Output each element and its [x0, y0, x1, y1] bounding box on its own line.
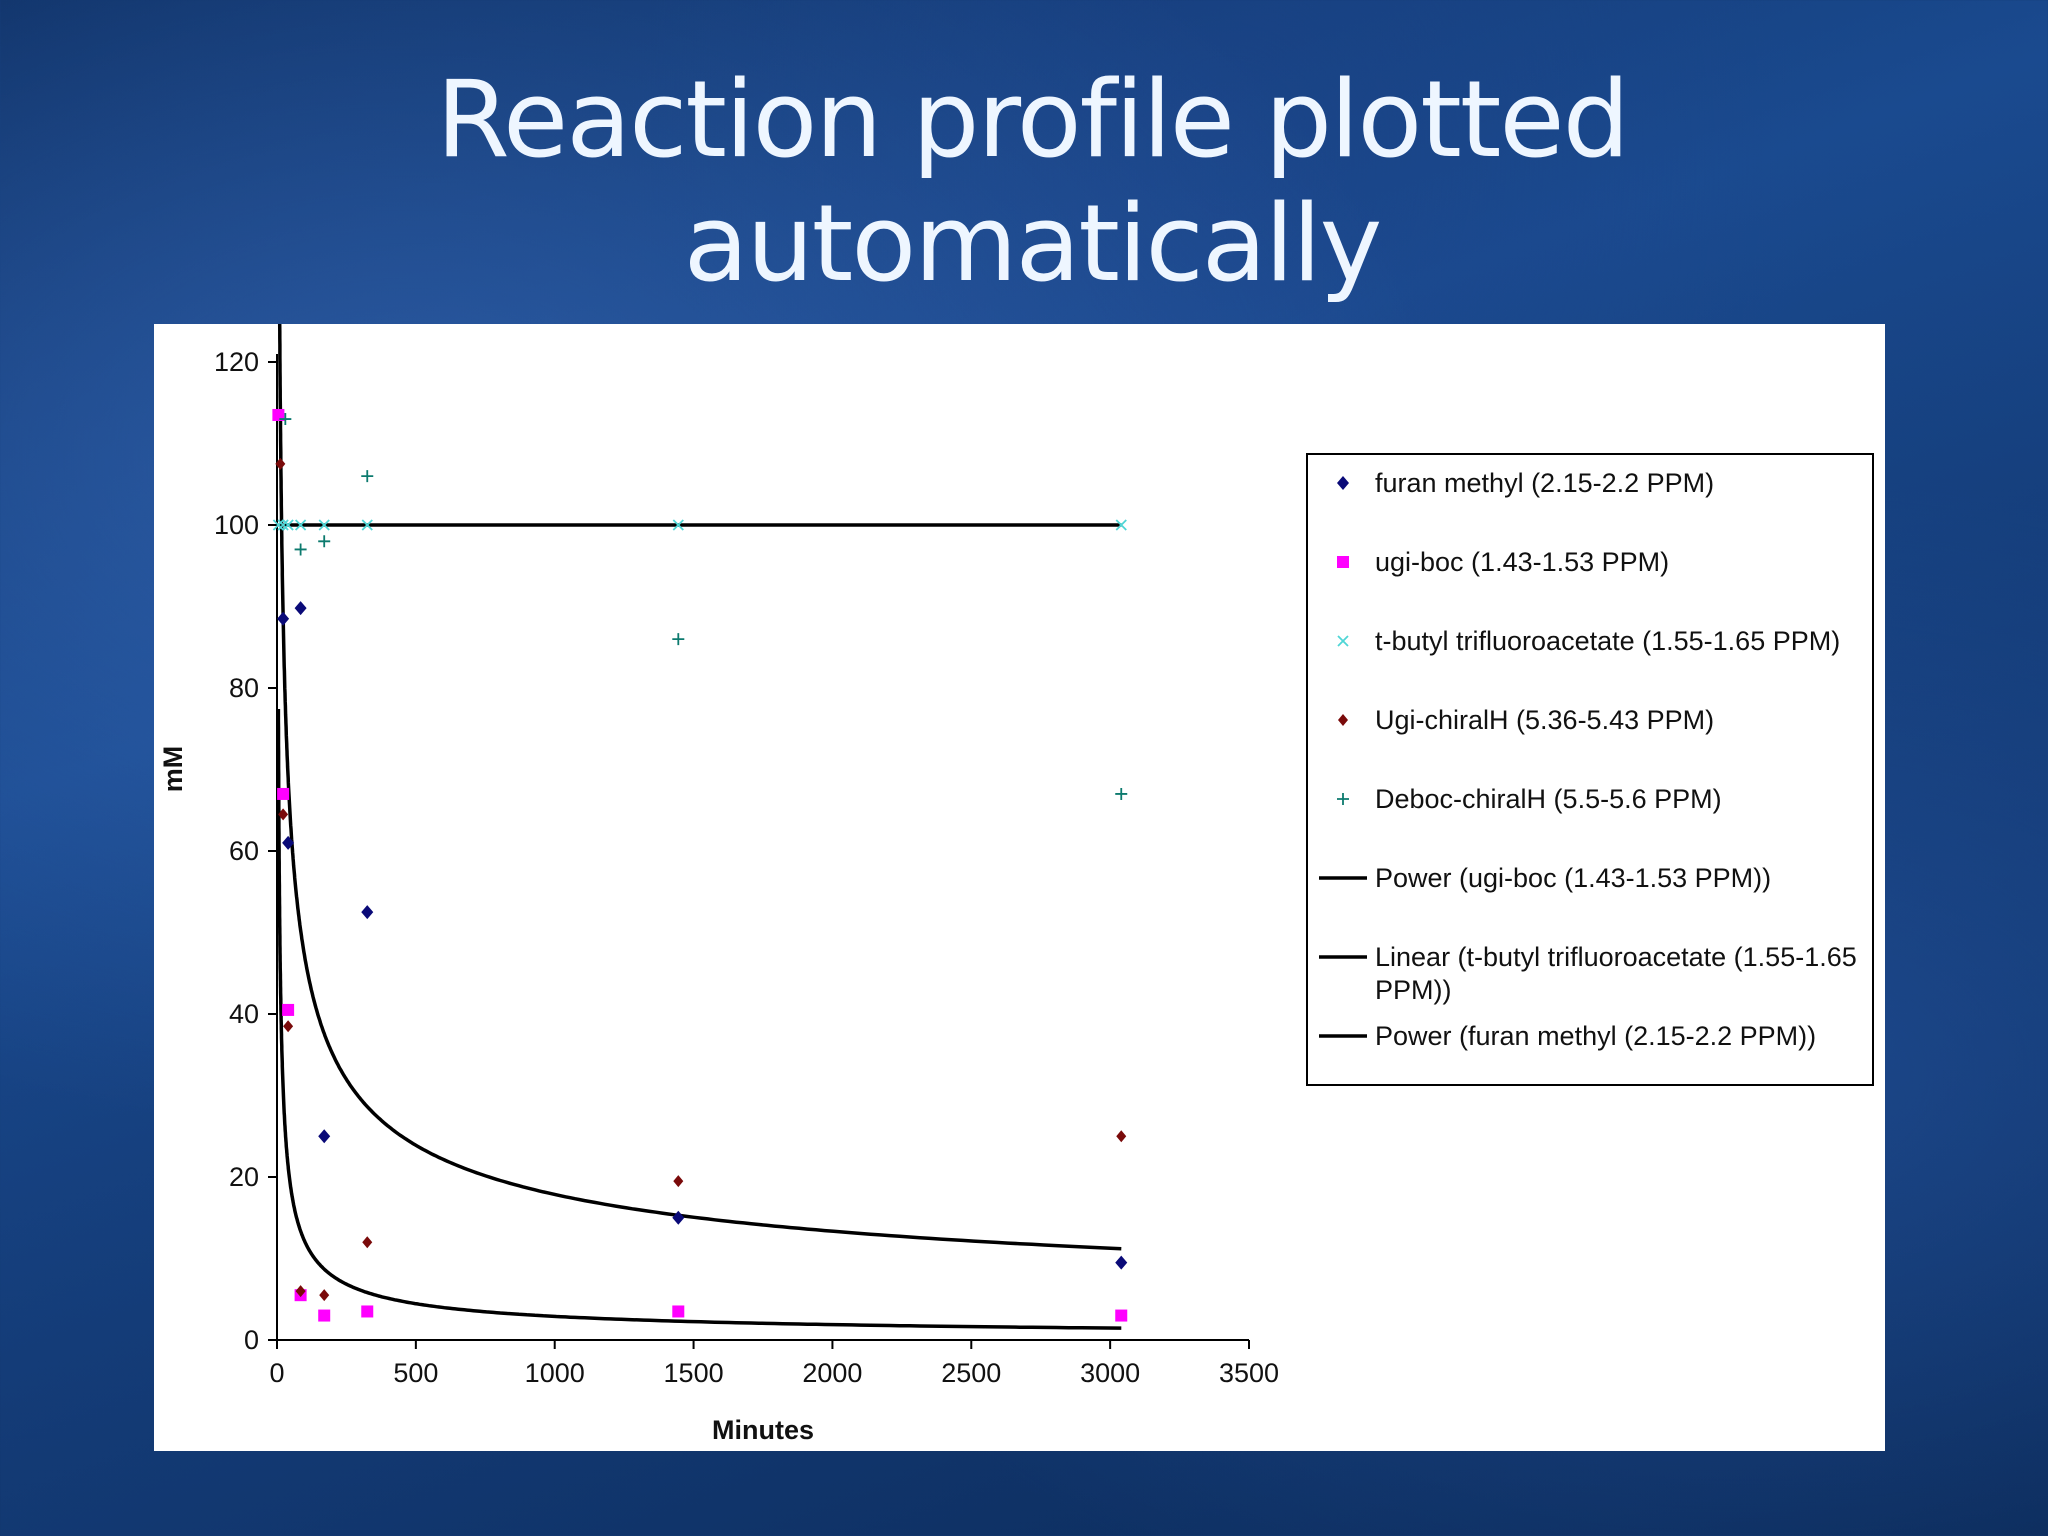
chart-trendlines: [276, 303, 1122, 1330]
x-tick-label: 500: [393, 1358, 438, 1388]
data-point: [272, 408, 285, 421]
x-tick-label: 0: [269, 1358, 284, 1388]
data-point: [1115, 519, 1127, 531]
y-tick-label: 120: [214, 347, 259, 377]
y-tick-label: 100: [214, 510, 259, 540]
data-point: [294, 519, 307, 531]
slide-title-line-2: automatically: [683, 182, 1383, 305]
data-point: [295, 1285, 306, 1298]
data-point: [282, 1003, 295, 1016]
data-point: [275, 457, 286, 470]
legend-label-cont: PPM)): [1375, 975, 1452, 1005]
chart-panel: 0 500 1000 1500 2000 2500 3000 3500 0 20 40 60 80 100…: [154, 303, 1885, 1451]
data-point: [294, 601, 307, 616]
legend-label: Ugi-chiralH (5.36-5.43 PPM): [1375, 705, 1714, 735]
data-point: [672, 633, 685, 646]
legend-label: Power (furan methyl (2.15-2.2 PPM)): [1375, 1021, 1816, 1051]
legend-label: furan methyl (2.15-2.2 PPM): [1375, 468, 1714, 498]
data-point: [672, 1305, 685, 1318]
legend-label: Deboc-chiralH (5.5-5.6 PPM): [1375, 784, 1722, 814]
y-tick-label: 20: [229, 1162, 259, 1192]
legend-label: ugi-boc (1.43-1.53 PPM): [1375, 547, 1669, 577]
reaction-profile-chart: 0 500 1000 1500 2000 2500 3000 3500 0 20 40 60 80 100…: [158, 303, 1874, 1445]
chart-points: [272, 408, 1128, 1322]
y-tick-label: 80: [229, 673, 259, 703]
y-tick-label: 0: [244, 1325, 259, 1355]
trendline: [276, 709, 1122, 1330]
chart-legend: furan methyl (2.15-2.2 PPM) ugi-boc (1.43…: [1306, 453, 1874, 1086]
legend-label: Power (ugi-boc (1.43-1.53 PPM)): [1375, 863, 1771, 893]
x-tick-label: 3000: [1080, 1358, 1140, 1388]
data-point: [282, 835, 295, 850]
legend-marker: [1337, 635, 1349, 647]
x-tick-label: 1000: [525, 1358, 585, 1388]
legend-marker: [1337, 556, 1349, 568]
data-point: [362, 1236, 373, 1249]
legend-label: t-butyl trifluoroacetate (1.55-1.65 PPM): [1375, 626, 1840, 656]
data-point: [361, 1305, 374, 1318]
data-point: [272, 519, 285, 531]
data-point: [277, 519, 289, 531]
data-point: [361, 470, 374, 483]
data-point: [1115, 1309, 1128, 1322]
data-point: [278, 808, 289, 821]
y-tick-label: 60: [229, 836, 259, 866]
slide-title: Reaction profile plotted automatically: [0, 58, 2048, 306]
data-point: [318, 535, 331, 548]
data-point: [318, 519, 330, 531]
legend-marker: [1338, 714, 1348, 726]
y-tick-label: 40: [229, 999, 259, 1029]
x-tick-label: 1500: [664, 1358, 724, 1388]
data-point: [318, 1309, 331, 1322]
data-point: [672, 1210, 685, 1225]
x-tick-label: 2500: [941, 1358, 1001, 1388]
data-point: [361, 519, 373, 531]
chart-axes: 0 500 1000 1500 2000 2500 3000 3500 0 20 40 60 80 100…: [214, 347, 1279, 1388]
data-point: [279, 413, 292, 426]
data-point: [277, 611, 290, 626]
x-tick-label: 2000: [802, 1358, 862, 1388]
trendline: [277, 303, 1122, 1251]
x-tick-label: 3500: [1219, 1358, 1279, 1388]
data-point: [318, 1129, 331, 1144]
data-point: [673, 1175, 684, 1188]
data-point: [361, 905, 374, 920]
legend-label: Linear (t-butyl trifluoroacetate (1.55-1…: [1375, 942, 1857, 972]
data-point: [1115, 787, 1128, 800]
legend-box: [1306, 453, 1874, 1086]
data-point: [1115, 1255, 1128, 1270]
data-point: [294, 543, 307, 556]
x-axis-title: Minutes: [712, 1415, 814, 1445]
data-point: [283, 1020, 294, 1033]
data-point: [319, 1289, 330, 1302]
y-axis-title: mM: [158, 746, 188, 793]
legend-marker: [1337, 476, 1349, 490]
data-point: [277, 787, 290, 800]
data-point: [1116, 1130, 1127, 1143]
data-point: [672, 519, 684, 531]
legend-marker: [1337, 793, 1349, 805]
slide-title-line-1: Reaction profile plotted: [436, 58, 1630, 181]
data-point: [282, 519, 294, 531]
